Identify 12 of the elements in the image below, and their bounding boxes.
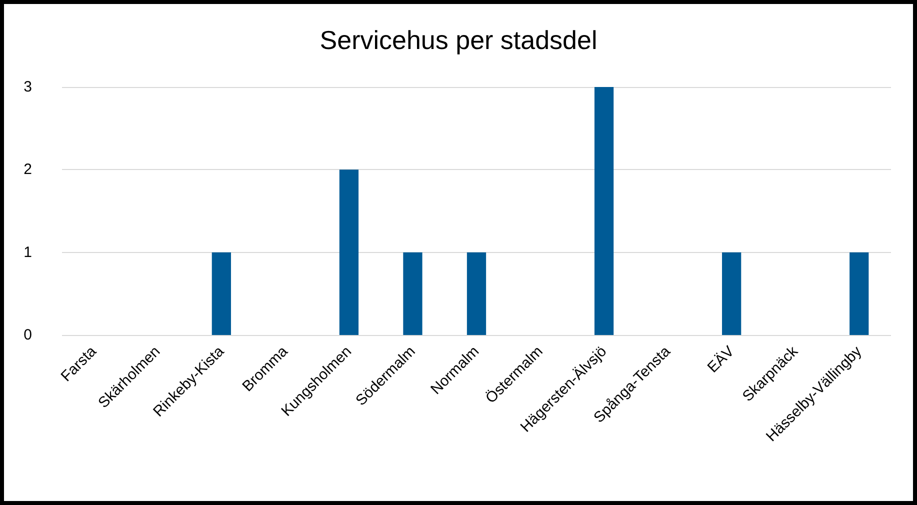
bar bbox=[850, 252, 869, 335]
bar bbox=[466, 252, 486, 335]
bar bbox=[594, 87, 614, 335]
chart-title: Servicehus per stadsdel bbox=[320, 25, 598, 55]
bar bbox=[212, 252, 231, 335]
bar bbox=[722, 252, 742, 335]
y-tick-label: 3 bbox=[24, 78, 32, 96]
bar bbox=[339, 170, 359, 335]
y-tick-label: 1 bbox=[24, 244, 32, 261]
y-tick-label: 2 bbox=[24, 161, 32, 178]
bar bbox=[403, 252, 422, 335]
y-tick-label: 0 bbox=[24, 326, 32, 344]
